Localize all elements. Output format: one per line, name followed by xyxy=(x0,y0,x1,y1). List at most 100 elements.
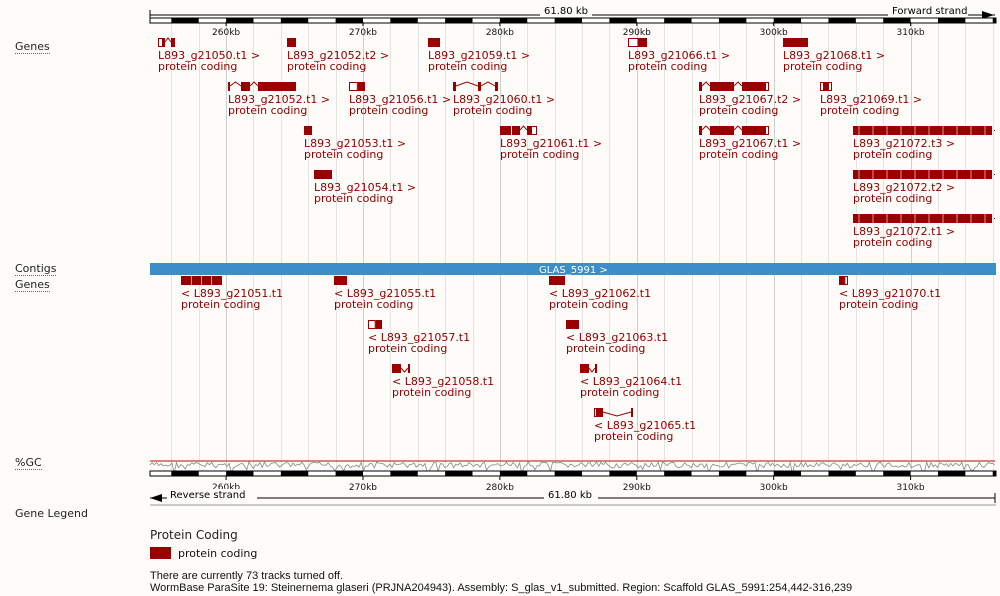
gene-id-label: L893_g21072.t1 > xyxy=(853,225,955,238)
gene-id-label: L893_g21053.t1 > xyxy=(304,137,406,150)
ruler-block xyxy=(718,18,747,23)
tick-label: 300kb xyxy=(760,483,788,493)
intron xyxy=(602,411,632,417)
forward-gene[interactable]: L893_g21067.t1 >protein coding xyxy=(699,125,801,161)
gene-id-label: L893_g21052.t1 > xyxy=(228,93,330,106)
gene-id-label: L893_g21056.t1 > xyxy=(349,93,451,106)
forward-gene[interactable]: L893_g21053.t1 >protein coding xyxy=(304,126,406,161)
forward-gene[interactable]: L893_g21060.t1 >protein coding xyxy=(453,81,555,117)
exon xyxy=(163,38,165,47)
intron xyxy=(455,81,479,87)
forward-gene[interactable]: L893_g21072.t2 >protein coding xyxy=(853,170,995,205)
gene-biotype-label: protein coding xyxy=(314,192,393,205)
gene-id-label: L893_g21060.t1 > xyxy=(453,93,555,106)
gene-id-label: L893_g21050.t1 > xyxy=(158,49,260,62)
exon xyxy=(304,126,312,135)
exon xyxy=(478,82,481,91)
forward-gene[interactable]: L893_g21059.t1 >protein coding xyxy=(428,38,530,73)
forward-gene[interactable]: L893_g21054.t1 >protein coding xyxy=(314,170,416,205)
gene-id-label: < L893_g21058.t1 xyxy=(392,375,494,388)
exon xyxy=(765,82,769,91)
exon xyxy=(742,126,765,135)
ruler-block xyxy=(609,471,637,476)
gene-id-label: L893_g21072.t3 > xyxy=(853,137,955,150)
exon xyxy=(314,170,332,179)
gene-biotype-label: protein coding xyxy=(334,298,413,311)
forward-arrow-icon xyxy=(982,11,994,19)
ruler-block xyxy=(171,471,199,476)
tick-label: 280kb xyxy=(486,483,514,493)
forward-gene[interactable]: L893_g21069.t1 >protein coding xyxy=(820,82,922,117)
gene-id-label: L893_g21059.t1 > xyxy=(428,49,530,62)
legend-title: Protein Coding xyxy=(150,528,238,542)
intron xyxy=(249,81,259,87)
forward-gene[interactable]: L893_g21056.t1 >protein coding xyxy=(349,82,451,117)
gene-id-label: < L893_g21057.t1 xyxy=(368,331,470,344)
ruler-block xyxy=(992,471,996,476)
gene-biotype-label: protein coding xyxy=(349,104,428,117)
ruler-block xyxy=(335,18,363,23)
gene-biotype-label: protein coding xyxy=(699,148,778,161)
exon xyxy=(527,126,531,135)
track-label-contigs[interactable]: Contigs xyxy=(15,262,57,276)
exon xyxy=(853,126,992,135)
tick-label: 270kb xyxy=(349,28,377,38)
forward-gene[interactable]: L893_g21068.t1 >protein coding xyxy=(783,38,885,73)
forward-gene[interactable]: L893_g21061.t1 >protein coding xyxy=(500,125,602,161)
gridlines xyxy=(171,20,994,470)
ruler-block xyxy=(445,471,473,476)
forward-gene[interactable]: L893_g21072.t1 >protein coding xyxy=(853,214,995,249)
gene-biotype-label: protein coding xyxy=(853,192,932,205)
forward-gene[interactable]: L893_g21067.t2 >protein coding xyxy=(699,81,801,117)
gene-id-label: < L893_g21055.t1 xyxy=(334,287,436,300)
contig-bar[interactable] xyxy=(150,263,996,275)
exon xyxy=(765,126,769,135)
exon xyxy=(531,126,537,135)
legend-item-protein-coding: protein coding xyxy=(178,547,258,560)
exon xyxy=(853,214,992,223)
gene-id-label: < L893_g21051.t1 xyxy=(181,287,283,300)
gene-biotype-label: protein coding xyxy=(820,104,899,117)
forward-gene[interactable]: L893_g21052.t2 >protein coding xyxy=(287,38,389,73)
gene-biotype-label: protein coding xyxy=(699,104,778,117)
ruler-block xyxy=(773,18,802,23)
forward-gene[interactable]: L893_g21066.t1 >protein coding xyxy=(628,38,730,73)
intron xyxy=(701,125,711,131)
ruler-block xyxy=(937,471,966,476)
exon xyxy=(580,364,589,373)
gene-biotype-label: protein coding xyxy=(783,60,862,73)
exon xyxy=(699,126,702,135)
track-label-genes-forward[interactable]: Genes xyxy=(15,40,50,54)
tick-label: 290kb xyxy=(623,28,651,38)
track-label-gc[interactable]: %GC xyxy=(15,456,42,470)
gene-biotype-label: protein coding xyxy=(392,386,471,399)
ruler-block xyxy=(937,18,966,23)
tick-label: 260kb xyxy=(212,483,240,493)
forward-gene[interactable]: L893_g21052.t1 >protein coding xyxy=(228,81,330,117)
exon xyxy=(228,82,230,91)
forward-gene[interactable]: L893_g21072.t3 >protein coding xyxy=(853,126,995,161)
ruler-block xyxy=(609,18,637,23)
exon xyxy=(334,276,347,285)
gene-id-label: L893_g21067.t1 > xyxy=(699,137,801,150)
ruler-block xyxy=(390,471,418,476)
track-label-genes-reverse[interactable]: Genes xyxy=(15,278,50,292)
ruler-block xyxy=(554,471,583,476)
ruler-block xyxy=(226,18,254,23)
exon xyxy=(597,408,603,417)
gene-id-label: < L893_g21062.t1 xyxy=(549,287,651,300)
tick-label: 310kb xyxy=(897,28,925,38)
bottom-tick-labels: 260kb 270kb 280kb 290kb 300kb 310kb xyxy=(212,476,925,493)
forward-gene[interactable]: L893_g21050.t1 >protein coding xyxy=(158,37,260,73)
